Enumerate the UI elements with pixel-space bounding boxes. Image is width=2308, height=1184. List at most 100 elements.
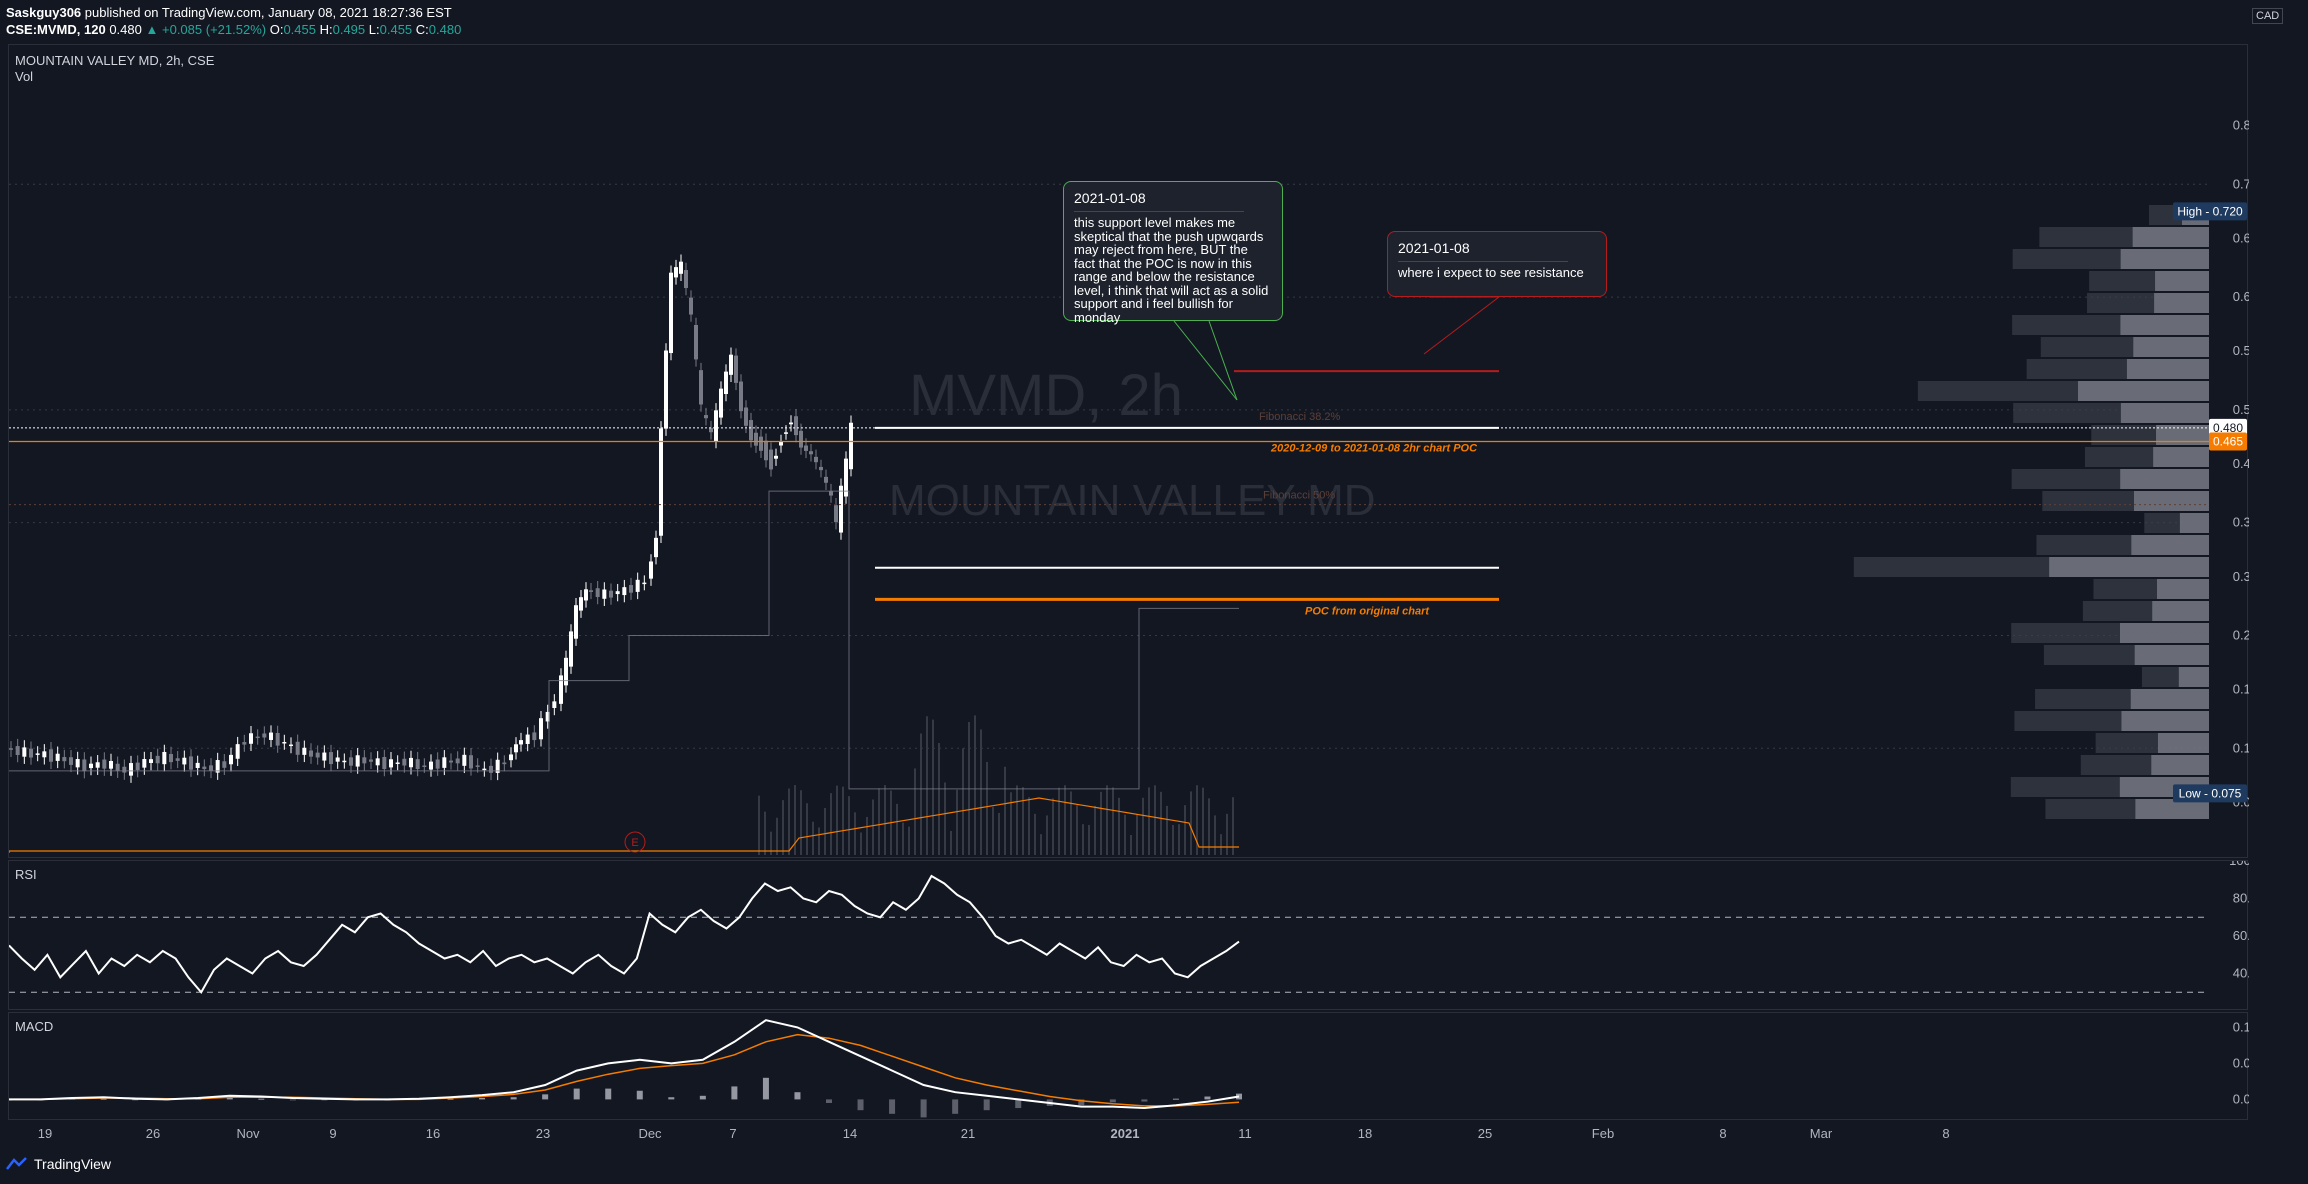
candle-body [435, 759, 440, 769]
volume-profile-bar [2049, 557, 2209, 577]
low-tag: Low - 0.075 [2179, 786, 2242, 800]
macd-histogram-bar [1109, 1099, 1116, 1103]
earnings-icon [624, 831, 646, 853]
candle-body [109, 761, 113, 769]
volume-profile-bar [2157, 579, 2209, 599]
candle-body [375, 758, 380, 766]
candle-body [329, 752, 333, 765]
rsi-chart-svg[interactable]: 100.00 80.00 60.00 40.00 [9, 861, 2249, 1011]
candle-body [202, 766, 207, 770]
candle-body [749, 420, 753, 441]
time-axis[interactable]: 19 26 Nov 9 16 23 Dec 7 14 21 2021 11 18 25 Feb 8 Mar 8 [0, 1122, 2308, 1150]
time-tick: Mar [1810, 1126, 1833, 1141]
poc-original-label: POC from original chart [1305, 605, 1430, 617]
candle-body [834, 505, 838, 523]
macd-histogram-bar [636, 1090, 643, 1100]
time-tick: 19 [38, 1126, 52, 1141]
macd-histogram-bar [1078, 1099, 1085, 1106]
candle-body [814, 456, 818, 463]
macd-chart-svg[interactable]: 0.100 0.050 0.000 [9, 1013, 2249, 1121]
volume-profile-bar [2154, 293, 2209, 313]
candle-body [249, 733, 253, 744]
time-tick: 8 [1942, 1126, 1949, 1141]
volume-profile-bar [2133, 491, 2209, 511]
price-tick: 0.250 [2233, 627, 2249, 642]
candle-body [635, 579, 640, 592]
last-price: 0.480 [109, 22, 142, 37]
rsi-pane[interactable]: 100.00 80.00 60.00 40.00 RSI [8, 860, 2249, 1011]
candle-body [569, 631, 573, 667]
note-support-pointer [1173, 320, 1238, 401]
candle-body [629, 585, 633, 593]
macd-tick: 0.050 [2233, 1055, 2249, 1070]
candle-body [409, 757, 413, 768]
volume-profile-bar [2134, 645, 2209, 665]
macd-histogram-bar [794, 1092, 801, 1100]
change-up-icon: ▲ [145, 22, 159, 37]
candle-body [155, 755, 160, 764]
volume-profile-bar [2131, 535, 2209, 555]
candle-body [69, 757, 73, 765]
chart-header: Saskguy306 published on TradingView.com,… [6, 4, 461, 38]
candle-body [799, 430, 803, 448]
volume-profile-bar [2077, 381, 2209, 401]
candle-body [794, 416, 798, 436]
time-tick: 14 [843, 1126, 857, 1141]
price-chart-svg[interactable]: 0.815 0.750 0.690 0.625 0.565 0.500 0.440 0.375… [9, 45, 2249, 859]
candle-body [135, 762, 140, 771]
note-resistance[interactable]: 2021-01-08 where i expect to see resista… [1387, 231, 1607, 297]
candle-body [764, 440, 768, 461]
macd-pane[interactable]: 0.100 0.050 0.000 MACD [8, 1012, 2249, 1121]
candle-body [615, 591, 620, 595]
macd-label[interactable]: MACD [15, 1019, 54, 1034]
candle-body [684, 270, 688, 289]
legend-title[interactable]: MOUNTAIN VALLEY MD, 2h, CSE [15, 53, 215, 68]
candle-body [229, 754, 233, 765]
candle-body [539, 718, 543, 740]
footer-brand[interactable]: TradingView [6, 1156, 111, 1172]
macd-histogram-bar [226, 1097, 233, 1100]
note-support[interactable]: 2021-01-08 this support level makes me s… [1063, 181, 1283, 324]
watermark-symbol: MVMD, 2h [909, 363, 1183, 428]
macd-histogram-bar [920, 1099, 927, 1118]
candle-body [495, 759, 500, 773]
candle-body [769, 449, 773, 470]
poc-price-tag-bg [2209, 432, 2247, 451]
candle-body [349, 757, 353, 766]
macd-histogram-bar [100, 1098, 107, 1100]
candle-body [734, 355, 738, 383]
rsi-tick: 80.00 [2233, 891, 2249, 906]
candle-body [654, 537, 658, 558]
macd-histogram-bar [510, 1097, 517, 1100]
candle-body [335, 757, 340, 762]
low-value: 0.455 [379, 22, 413, 37]
volume-profile-bar [2152, 601, 2209, 621]
publisher-name[interactable]: Saskguy306 [6, 5, 82, 20]
candle-body [429, 761, 433, 770]
candle-body [455, 758, 460, 764]
candle-body [169, 754, 173, 763]
time-tick: 25 [1478, 1126, 1492, 1141]
price-tick: 0.625 [2233, 289, 2249, 304]
candle-body [689, 297, 693, 315]
currency-badge[interactable]: CAD [2252, 8, 2284, 24]
candle-body [195, 762, 200, 768]
candle-body [9, 748, 13, 750]
macd-histogram-bar [731, 1086, 738, 1100]
time-tick: Dec [638, 1126, 662, 1141]
candle-body [222, 761, 227, 768]
candle-body [389, 759, 393, 768]
candle-body [739, 381, 743, 412]
candle-body [574, 605, 578, 639]
legend-volume[interactable]: Vol [15, 69, 34, 84]
rsi-line [9, 874, 1240, 995]
rsi-label[interactable]: RSI [15, 867, 37, 882]
candle-body [55, 753, 60, 761]
candle-body [709, 428, 713, 433]
candle-body [475, 765, 480, 767]
price-pane[interactable]: 0.815 0.750 0.690 0.625 0.565 0.500 0.440 0.375… [8, 8, 2284, 859]
volume-profile-bar [2120, 469, 2209, 489]
candle-body [819, 466, 823, 471]
rsi-tick: 60.00 [2233, 928, 2249, 943]
candle-body [89, 763, 93, 769]
